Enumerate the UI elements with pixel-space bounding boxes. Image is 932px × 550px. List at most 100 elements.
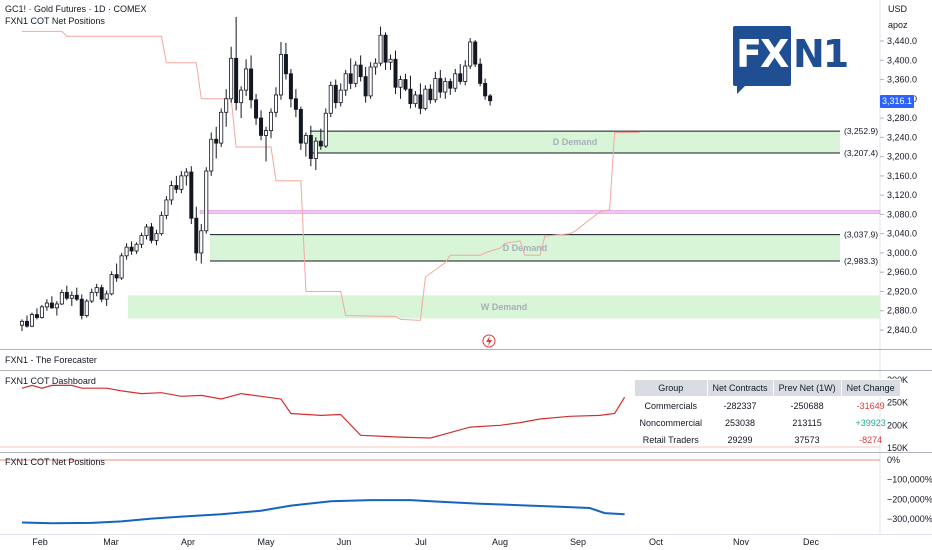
zone-top-price-label: (3,037.9) — [844, 230, 878, 240]
author-label: apoz — [888, 20, 908, 30]
candle-body — [234, 57, 239, 104]
candle-body — [408, 88, 413, 105]
candle-body — [219, 111, 224, 144]
candle-body — [403, 79, 408, 90]
candle-body — [363, 76, 368, 97]
cot-net-line-main — [22, 30, 640, 321]
symbol-title: GC1! · Gold Futures · 1D · COMEX — [5, 4, 147, 14]
logo-tail — [737, 84, 747, 94]
candle-body — [179, 175, 184, 190]
price-tick-label: 3,160.0 — [887, 171, 917, 181]
fxn1-logo: FX N1 — [733, 26, 849, 98]
candle-body — [104, 293, 109, 300]
candle-body — [273, 94, 278, 113]
logo-box — [733, 26, 791, 86]
cell-change: +39923 — [855, 417, 886, 428]
candle-body — [413, 94, 418, 105]
candle-body — [268, 111, 273, 131]
time-axis-label: Feb — [32, 537, 48, 547]
price-tick-label: 2,880.0 — [887, 306, 917, 316]
price-tick-label: 3,440.0 — [887, 36, 917, 46]
candle-body — [189, 171, 194, 219]
cell-net: -282337 — [723, 400, 757, 411]
candle-body — [378, 34, 383, 64]
candle-body — [199, 230, 204, 254]
candle-body — [259, 117, 264, 136]
table-row: Noncommercial 253038 213115 +39923 — [635, 414, 901, 431]
price-tick-label: 3,240.0 — [887, 132, 917, 142]
candle-body — [149, 226, 154, 241]
candle-body — [249, 68, 254, 101]
dashboard-axis-label: 250K — [887, 398, 908, 408]
col-header-net: Net Contracts — [706, 379, 774, 397]
logo-text-fx: FX — [736, 32, 789, 76]
net-axis-label: −200,000% — [887, 494, 932, 504]
time-axis-label: Jun — [337, 537, 352, 547]
indicator-title: FXN1 COT Net Positions — [5, 16, 105, 26]
candle-body — [303, 135, 308, 144]
candle-body — [343, 73, 348, 91]
cell-group: Commercials — [644, 400, 698, 411]
candle-body — [428, 88, 433, 101]
candle-body — [139, 235, 144, 245]
candle-body — [448, 81, 453, 89]
current-price-tag: 3,316.1 — [880, 95, 914, 108]
cell-net: 29299 — [727, 434, 753, 445]
cot-table-header-row: Group Net Contracts Prev Net (1W) Net Ch… — [634, 379, 901, 397]
time-axis-label: Oct — [649, 537, 664, 547]
candle-body — [99, 287, 104, 300]
candle-body — [288, 73, 293, 100]
col-header-prev: Prev Net (1W) — [772, 379, 842, 397]
time-axis-label: Sep — [570, 537, 586, 547]
candle-body — [64, 292, 69, 299]
candle-body — [423, 88, 428, 109]
demand-zone — [210, 234, 840, 261]
candle-body — [254, 99, 259, 119]
candle-body — [323, 112, 328, 147]
candle-body — [19, 320, 24, 326]
candle-body — [134, 243, 139, 252]
cell-prev: -250688 — [790, 400, 824, 411]
candle-body — [433, 78, 438, 101]
cell-group: Noncommercial — [639, 417, 703, 428]
candle-body — [418, 94, 423, 109]
net-axis-label: −100,000% — [887, 475, 932, 485]
time-axis-label: May — [257, 537, 275, 547]
price-tick-label: 3,400.0 — [887, 55, 917, 65]
time-axis-label: Nov — [733, 537, 750, 547]
candle-body — [209, 138, 214, 172]
dashboard-axis-label: 200K — [887, 420, 908, 430]
candlesticks — [19, 16, 493, 331]
candle-body — [468, 41, 473, 67]
candle-body — [59, 292, 64, 305]
candle-body — [313, 140, 318, 159]
candle-body — [44, 302, 49, 308]
candle-body — [224, 98, 229, 113]
candle-body — [24, 320, 29, 327]
cot-net-line — [22, 30, 640, 321]
table-row: Retail Traders 29299 37573 -8274 — [635, 431, 901, 448]
candle-body — [278, 54, 283, 96]
lightning-icon[interactable] — [482, 334, 496, 348]
price-tick-label: 3,080.0 — [887, 209, 917, 219]
candle-body — [264, 130, 269, 136]
candle-body — [194, 217, 199, 254]
net-series-line — [21, 499, 625, 525]
cell-change: -31649 — [856, 400, 885, 411]
time-axis-label: Apr — [181, 537, 195, 547]
candle-body — [383, 34, 388, 63]
dashboard-title: FXN1 COT Dashboard — [5, 376, 96, 386]
candle-body — [74, 294, 79, 300]
candle-body — [393, 58, 398, 88]
candle-body — [214, 138, 219, 144]
candle-body — [89, 292, 94, 302]
candle-body — [348, 73, 353, 84]
price-tick-label: 3,120.0 — [887, 190, 917, 200]
col-header-change: Net Change — [840, 379, 901, 397]
cell-net: 253038 — [725, 417, 756, 428]
candle-body — [54, 303, 59, 309]
dashboard-series-line — [21, 384, 626, 439]
candle-body — [119, 255, 124, 279]
candle-body — [443, 81, 448, 93]
candle-body — [159, 214, 164, 235]
